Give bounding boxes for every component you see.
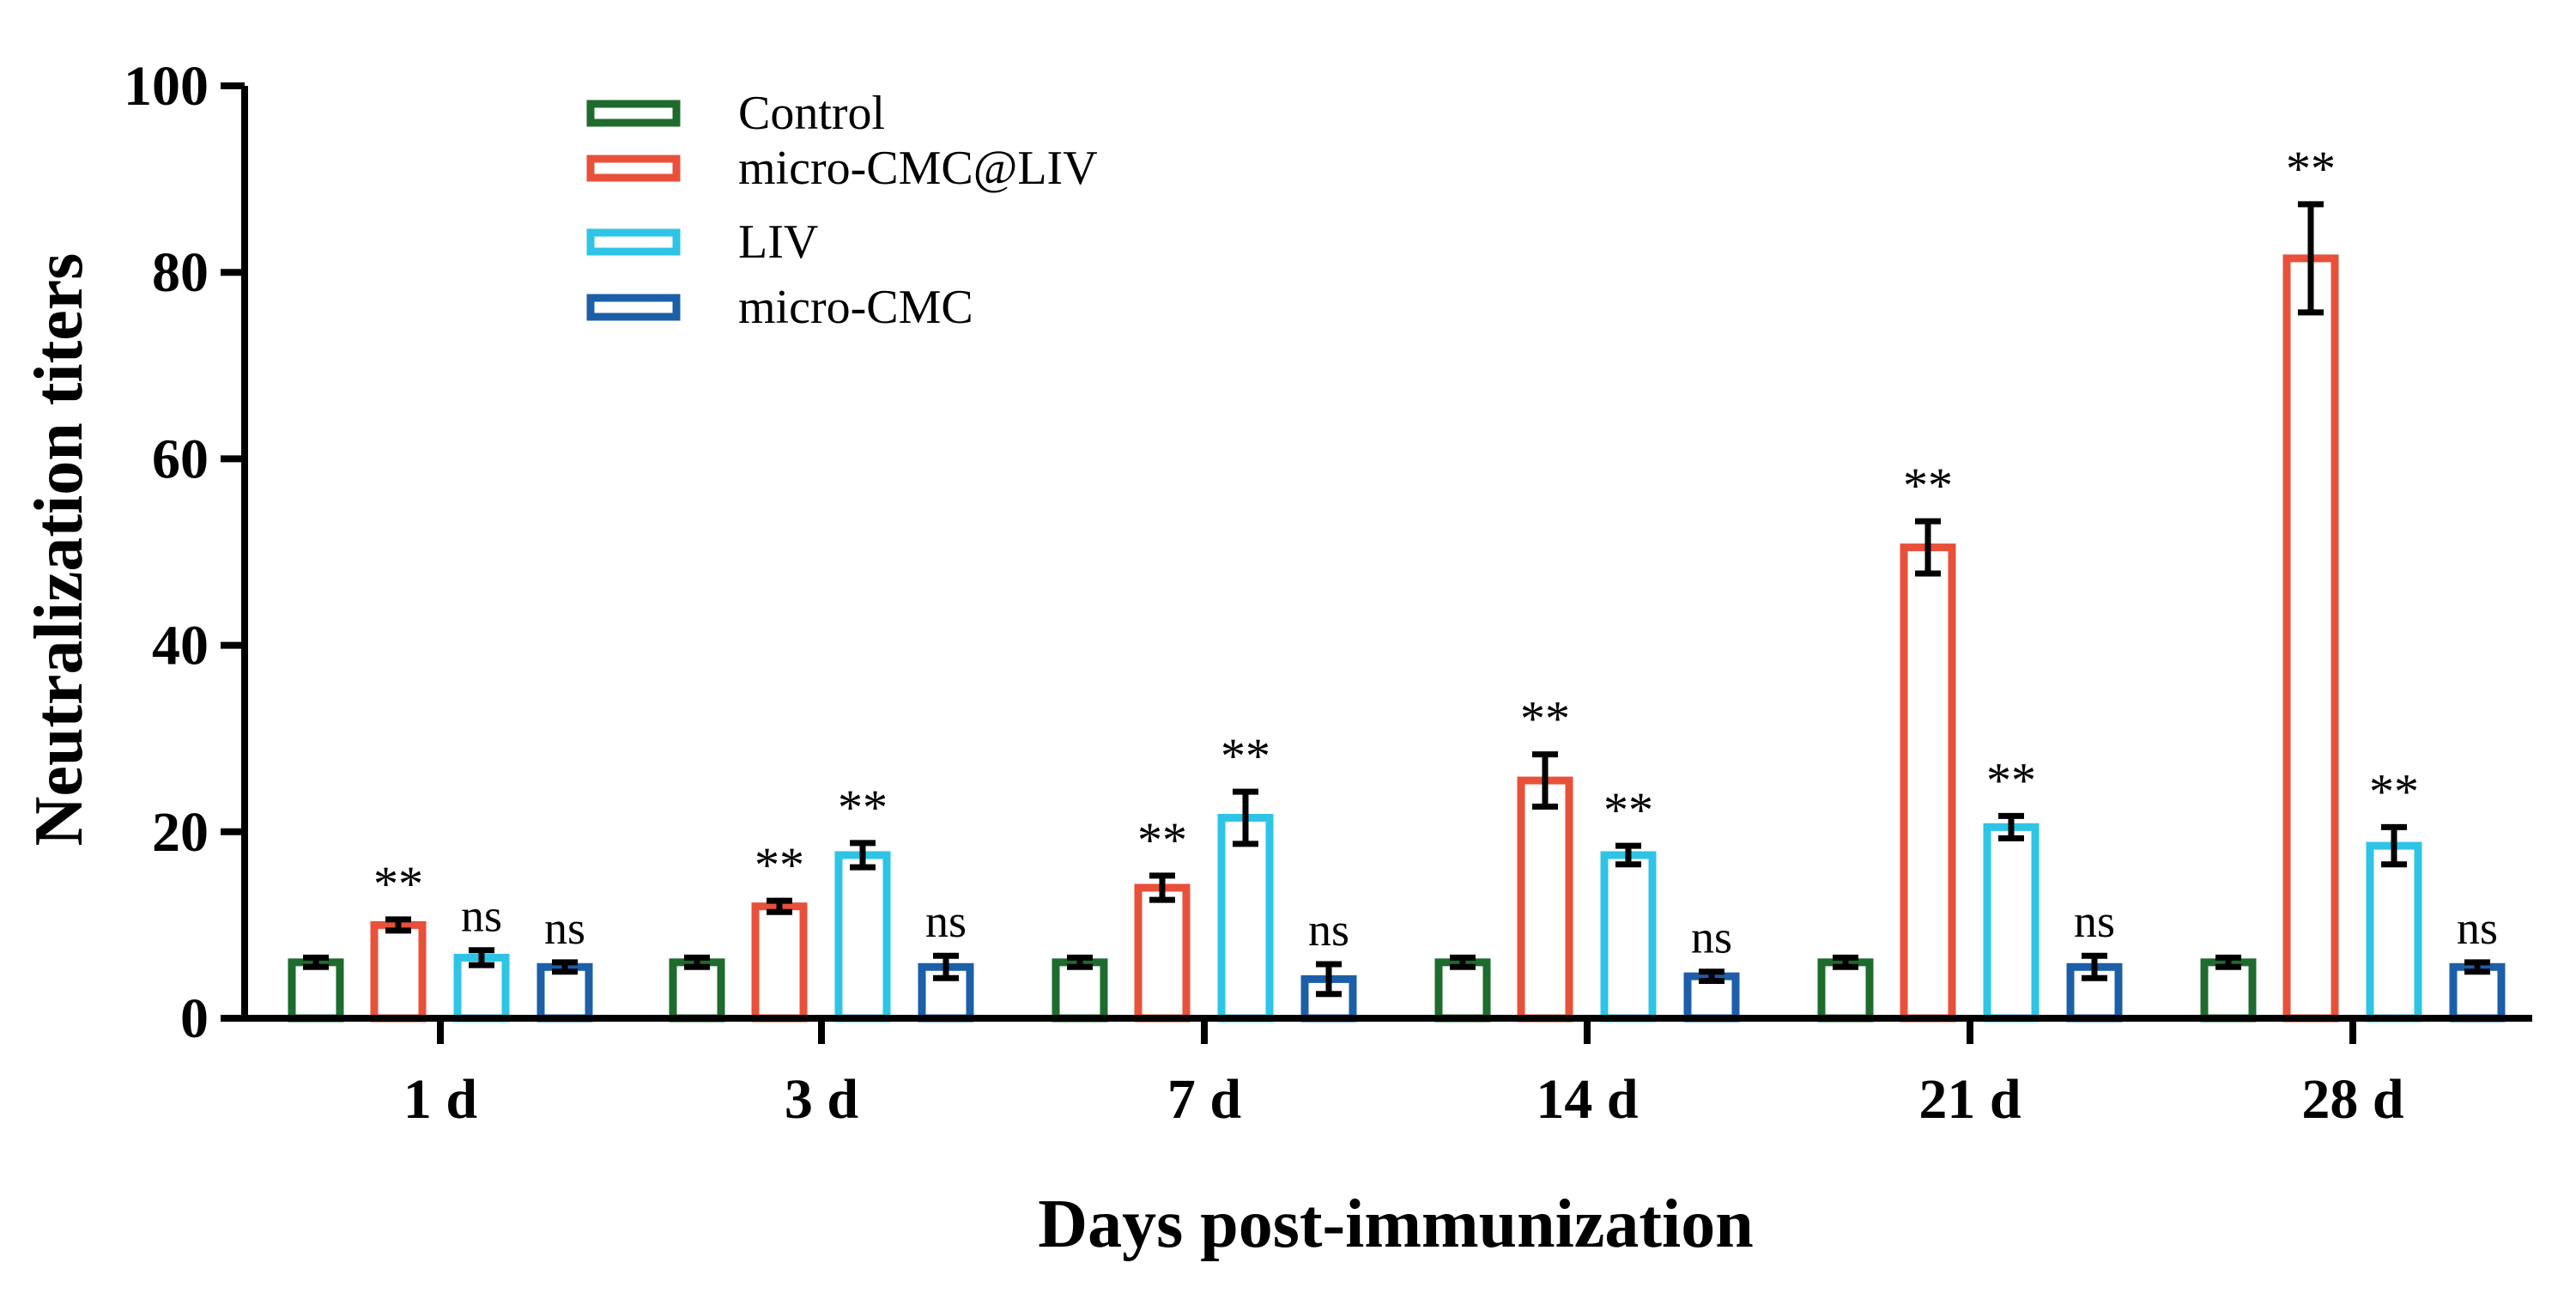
y-tick-label: 40 <box>152 615 209 677</box>
significance-label: ns <box>925 895 967 947</box>
significance-label: ns <box>544 902 585 954</box>
significance-label: ** <box>755 837 804 893</box>
y-tick-label: 0 <box>180 987 209 1050</box>
bar <box>1052 958 1108 1023</box>
significance-label: ** <box>1520 691 1570 747</box>
bar <box>1900 543 1956 1023</box>
y-tick-label: 60 <box>152 428 209 490</box>
bar <box>288 958 344 1023</box>
x-tick-label: 21 d <box>1918 1068 2021 1131</box>
legend-swatch <box>586 100 681 127</box>
bar <box>1983 823 2040 1023</box>
x-tick-label: 7 d <box>1167 1068 1241 1131</box>
bar <box>751 902 808 1023</box>
significance-label: ** <box>2286 141 2336 197</box>
bar <box>2449 962 2506 1023</box>
y-tick-label: 100 <box>124 55 209 118</box>
bar <box>1134 883 1191 1023</box>
y-axis-title: Neutralization titers <box>21 253 97 847</box>
significance-label: ** <box>1903 458 1953 513</box>
bar <box>536 962 593 1023</box>
x-tick-label: 14 d <box>1536 1068 1638 1131</box>
bar <box>1434 958 1491 1023</box>
legend-label: micro-CMC <box>738 281 973 334</box>
x-tick-label: 28 d <box>2301 1068 2403 1131</box>
x-axis-title: Days post-immunization <box>1038 1187 1753 1262</box>
bar <box>834 851 891 1023</box>
significance-label: ns <box>2074 895 2115 947</box>
bar <box>1517 776 1573 1023</box>
legend-swatch <box>586 228 681 256</box>
bar <box>1217 814 1274 1023</box>
significance-label: ** <box>1986 752 2036 808</box>
bar <box>1817 958 1874 1023</box>
y-tick-label: 20 <box>152 801 209 864</box>
bar <box>370 920 427 1023</box>
legend-label: micro-CMC@LIV <box>738 142 1098 195</box>
axes: 0 20 40 60 80 100 1 d 3 d 7 d 14 d 21 d 28 d <box>124 55 2532 1131</box>
bar <box>669 958 725 1023</box>
x-tick-label: 3 d <box>785 1068 858 1131</box>
significance-label: ** <box>1137 812 1187 868</box>
significance-label: ns <box>461 890 502 942</box>
significance-label: ns <box>1308 904 1349 956</box>
legend-swatch <box>586 294 681 321</box>
legend-label: Control <box>738 87 885 140</box>
significance-label: ns <box>2457 902 2498 954</box>
significance-label: ** <box>838 780 888 835</box>
legend-label: LIV <box>738 216 818 269</box>
bar <box>2282 254 2339 1023</box>
bar <box>1600 851 1657 1023</box>
x-tick-label: 1 d <box>403 1068 477 1131</box>
y-tick-label: 80 <box>152 241 209 304</box>
legend-swatch <box>586 155 681 182</box>
significance-label: ** <box>2369 763 2419 819</box>
significance-label: ** <box>1221 728 1270 784</box>
significance-label: ns <box>1691 912 1732 963</box>
significance-label: ** <box>1603 782 1653 838</box>
significance-label: ** <box>373 856 423 912</box>
bar <box>2200 958 2257 1023</box>
bar <box>2366 841 2422 1023</box>
plot-area: ** ** ********ns******** **ns ns ns ns ns ns <box>288 141 2506 1023</box>
